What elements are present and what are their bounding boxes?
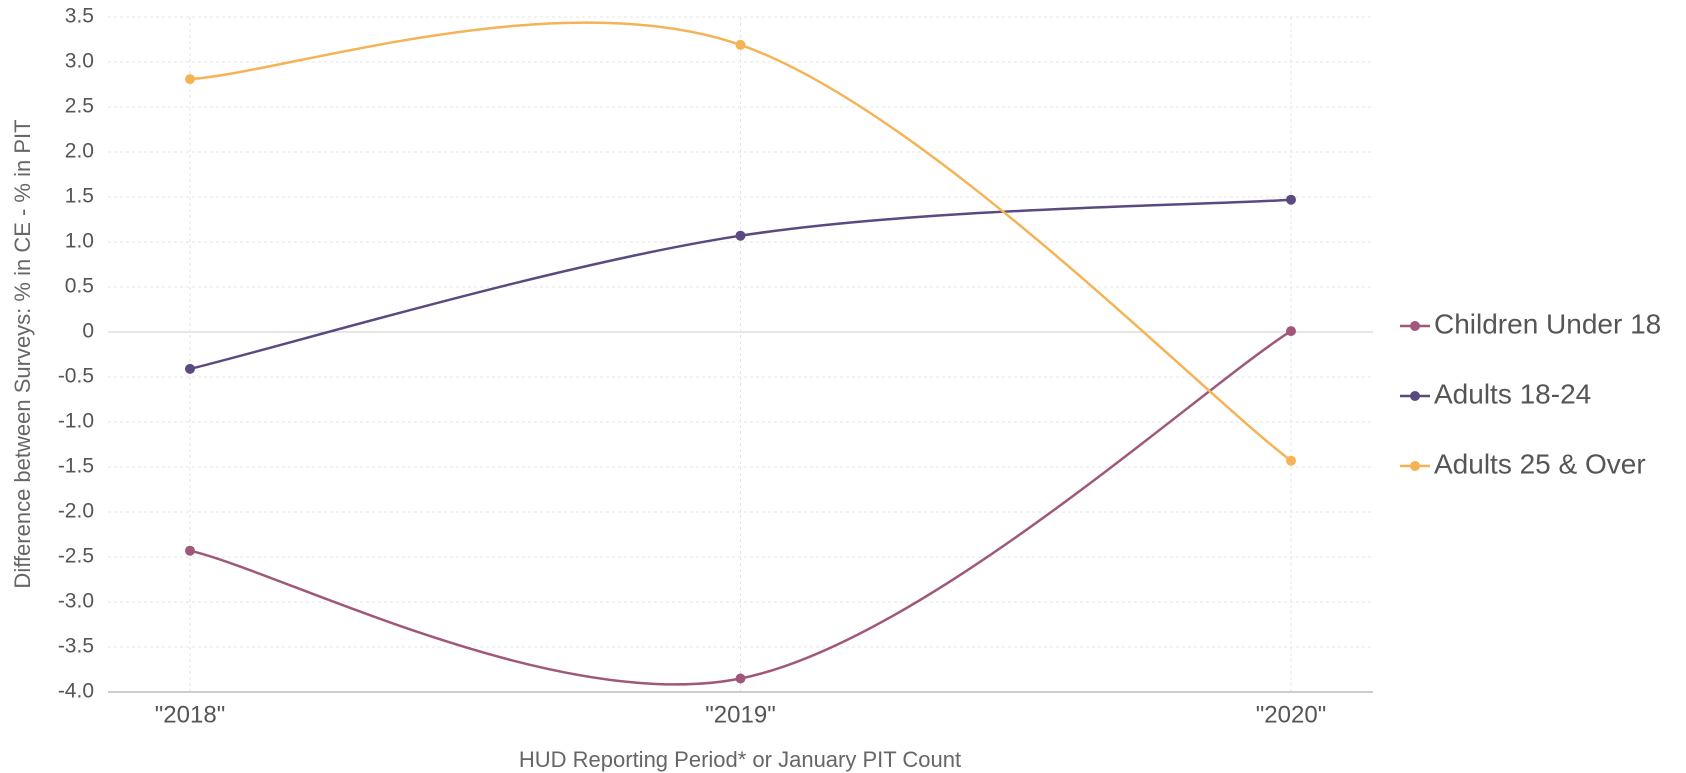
point [185,545,195,556]
point [735,230,746,241]
legend-symbol [1410,391,1420,401]
x-axis-title: HUD Reporting Period* or January PIT Cou… [519,747,961,772]
y-tick-label: -1.0 [58,410,94,433]
y-tick-label: -3.0 [58,590,94,613]
point [735,39,746,50]
y-tick-label: 0 [82,320,94,343]
y-tick-label: 3.5 [65,5,94,28]
legend-label: Children Under 18 [1434,308,1661,339]
y-tick-label: 2.0 [65,140,94,163]
y-tick-label: 1.0 [65,230,94,253]
y-tick-label: -0.5 [58,365,94,388]
point [1286,194,1296,205]
y-tick-label: -4.0 [58,680,94,703]
legend-label: Adults 18-24 [1434,378,1591,409]
point [185,74,195,85]
y-tick-label: -3.5 [58,635,94,658]
x-tick-label: "2020" [1256,701,1326,728]
legend-symbol [1410,461,1420,471]
y-tick-label: -2.0 [58,500,94,523]
point [185,363,195,374]
y-tick-label: -2.5 [58,545,94,568]
point [1286,326,1296,337]
y-tick-label: 3.0 [65,50,94,73]
point [1286,455,1296,466]
legend-symbol [1410,321,1420,331]
y-tick-label: 1.5 [65,185,94,208]
x-tick-label: "2018" [155,701,225,728]
point [735,673,746,684]
legend-label: Adults 25 & Over [1434,448,1646,479]
y-axis-title: Difference between Surveys: % in CE - % … [10,119,35,588]
y-tick-label: 0.5 [65,275,94,298]
y-tick-label: -1.5 [58,455,94,478]
y-tick-label: 2.5 [65,95,94,118]
x-tick-label: "2019" [705,701,775,728]
